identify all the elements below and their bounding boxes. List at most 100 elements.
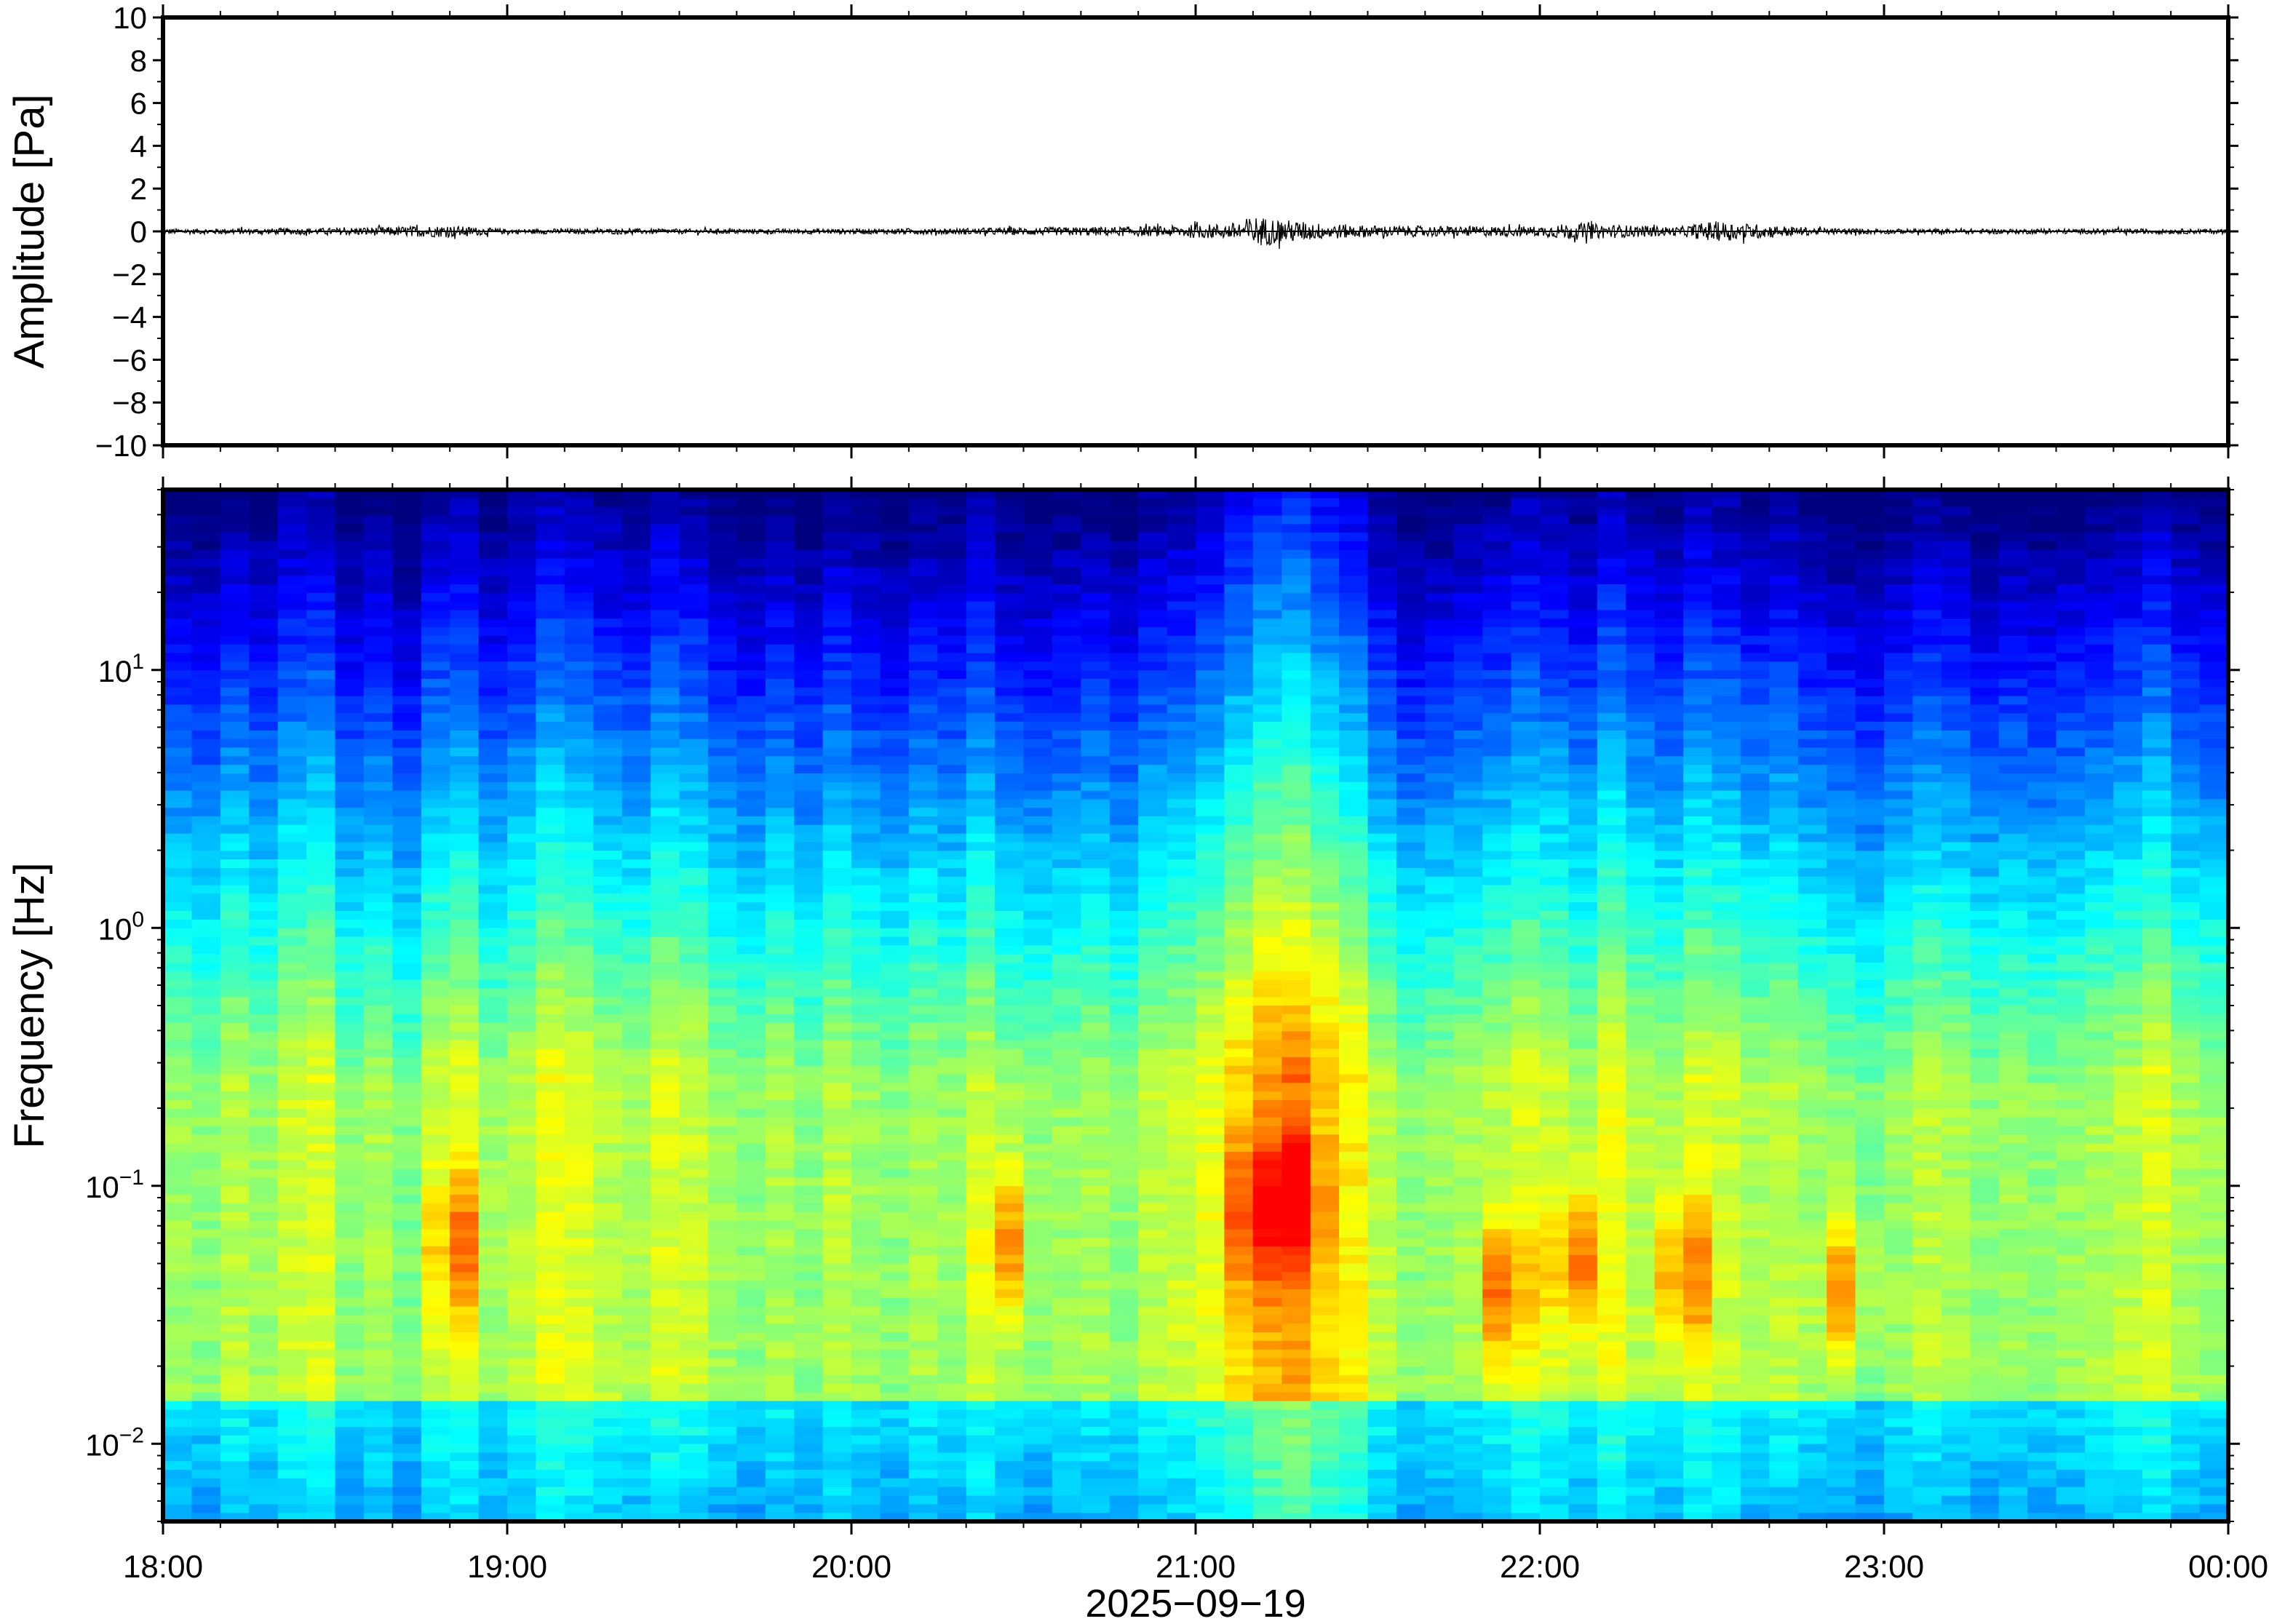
spectrogram-cell (450, 1444, 480, 1453)
spectrogram-cell (392, 765, 422, 774)
spectrogram-cell (363, 696, 393, 705)
spectrogram-cell (1138, 592, 1168, 602)
spectrogram-cell (1224, 919, 1254, 929)
spectrogram-cell (880, 498, 910, 508)
spectrogram-cell (478, 1444, 508, 1453)
spectrogram-cell (191, 1315, 221, 1324)
spectrogram-cell (450, 687, 480, 697)
spectrogram-cell (1138, 1083, 1168, 1092)
spectrogram-cell (507, 627, 536, 637)
spectrogram-cell (651, 1332, 680, 1342)
spectrogram-cell (220, 1486, 250, 1497)
spectrogram-cell (450, 1126, 480, 1135)
spectrogram-cell (335, 859, 365, 869)
spectrogram-cell (1281, 1401, 1311, 1410)
spectrogram-cell (1252, 558, 1282, 568)
spectrogram-cell (1310, 730, 1340, 740)
spectrogram-cell (1138, 1340, 1168, 1350)
spectrogram-cell (851, 954, 881, 963)
spectrogram-cell (995, 635, 1025, 645)
spectrogram-cell (564, 773, 594, 783)
spectrogram-cell (392, 876, 422, 886)
spectrogram-cell (450, 988, 480, 998)
spectrogram-cell (1023, 808, 1053, 817)
spectrogram-cell (1167, 747, 1196, 757)
spectrogram-cell (1109, 773, 1139, 783)
spectrogram-cell (564, 1444, 594, 1453)
spectrogram-cell (1252, 601, 1282, 610)
spectrogram-cell (277, 515, 307, 525)
spectrogram-cell (277, 1031, 307, 1040)
spectrogram-cell (966, 1470, 996, 1479)
spectrogram-cell (822, 1281, 852, 1290)
spectrogram-cell (536, 790, 565, 800)
spectrogram-cell (1281, 824, 1311, 835)
spectrogram-cell (1023, 506, 1053, 516)
spectrogram-cell (450, 928, 480, 938)
spectrogram-cell (392, 919, 422, 929)
spectrogram-cell (736, 1229, 766, 1238)
spectrogram-cell (478, 1238, 508, 1247)
amplitude-tick-label: −10 (95, 429, 147, 463)
spectrogram-cell (707, 859, 737, 869)
spectrogram-cell (392, 1048, 422, 1058)
spectrogram-cell (1196, 867, 1225, 877)
spectrogram-cell (1023, 842, 1053, 851)
spectrogram-cell (707, 979, 737, 989)
spectrogram-cell (621, 1289, 651, 1299)
spectrogram-cell (937, 635, 967, 645)
spectrogram-cell (1196, 747, 1225, 757)
spectrogram-cell (621, 1014, 651, 1024)
spectrogram-cell (1081, 1022, 1110, 1032)
spectrogram-cell (995, 1065, 1025, 1075)
spectrogram-cell (249, 1392, 279, 1402)
spectrogram-cell (450, 1195, 480, 1204)
spectrogram-cell (536, 730, 565, 740)
spectrogram-cell (765, 498, 795, 508)
spectrogram-cell (363, 765, 393, 774)
spectrogram-cell (1167, 498, 1196, 508)
spectrogram-cell (736, 1358, 766, 1367)
spectrogram-cell (163, 851, 192, 860)
spectrogram-cell (995, 1272, 1025, 1281)
spectrogram-cell (335, 1427, 365, 1436)
spectrogram-cell (1138, 1100, 1168, 1110)
spectrogram-cell (1281, 773, 1311, 783)
spectrogram-cell (937, 722, 967, 731)
spectrogram-cell (736, 1478, 766, 1488)
spectrogram-cell (593, 988, 623, 998)
spectrogram-cell (450, 859, 480, 869)
spectrogram-cell (1310, 1401, 1340, 1410)
spectrogram-cell (851, 1254, 881, 1265)
spectrogram-cell (880, 1143, 910, 1153)
spectrogram-cell (822, 1143, 852, 1153)
spectrogram-cell (536, 988, 565, 998)
spectrogram-cell (507, 1375, 536, 1385)
spectrogram-cell (478, 1375, 508, 1385)
spectrogram-cell (966, 928, 996, 938)
spectrogram-cell (651, 1444, 680, 1453)
spectrogram-cell (478, 1117, 508, 1126)
spectrogram-cell (908, 490, 938, 499)
spectrogram-cell (191, 1272, 221, 1281)
spectrogram-cell (621, 1427, 651, 1436)
spectrogram-cell (1339, 601, 1369, 610)
spectrogram-cell (1052, 1375, 1081, 1385)
spectrogram-cell (593, 610, 623, 619)
spectrogram-cell (995, 670, 1025, 680)
spectrogram-cell (220, 799, 250, 808)
spectrogram-cell (306, 549, 336, 560)
spectrogram-cell (679, 627, 709, 637)
amplitude-tick-label: 8 (130, 44, 147, 78)
spectrogram-cell (1281, 1134, 1311, 1144)
spectrogram-cell (450, 730, 480, 740)
spectrogram-cell (1052, 979, 1081, 989)
spectrogram-cell (1224, 1014, 1254, 1024)
spectrogram-cell (536, 1100, 565, 1110)
spectrogram-cell (277, 773, 307, 783)
spectrogram-cell (1081, 808, 1110, 817)
spectrogram-cell (966, 799, 996, 808)
spectrogram-cell (478, 781, 508, 792)
spectrogram-cell (1023, 679, 1053, 688)
spectrogram-cell (1052, 1504, 1081, 1513)
